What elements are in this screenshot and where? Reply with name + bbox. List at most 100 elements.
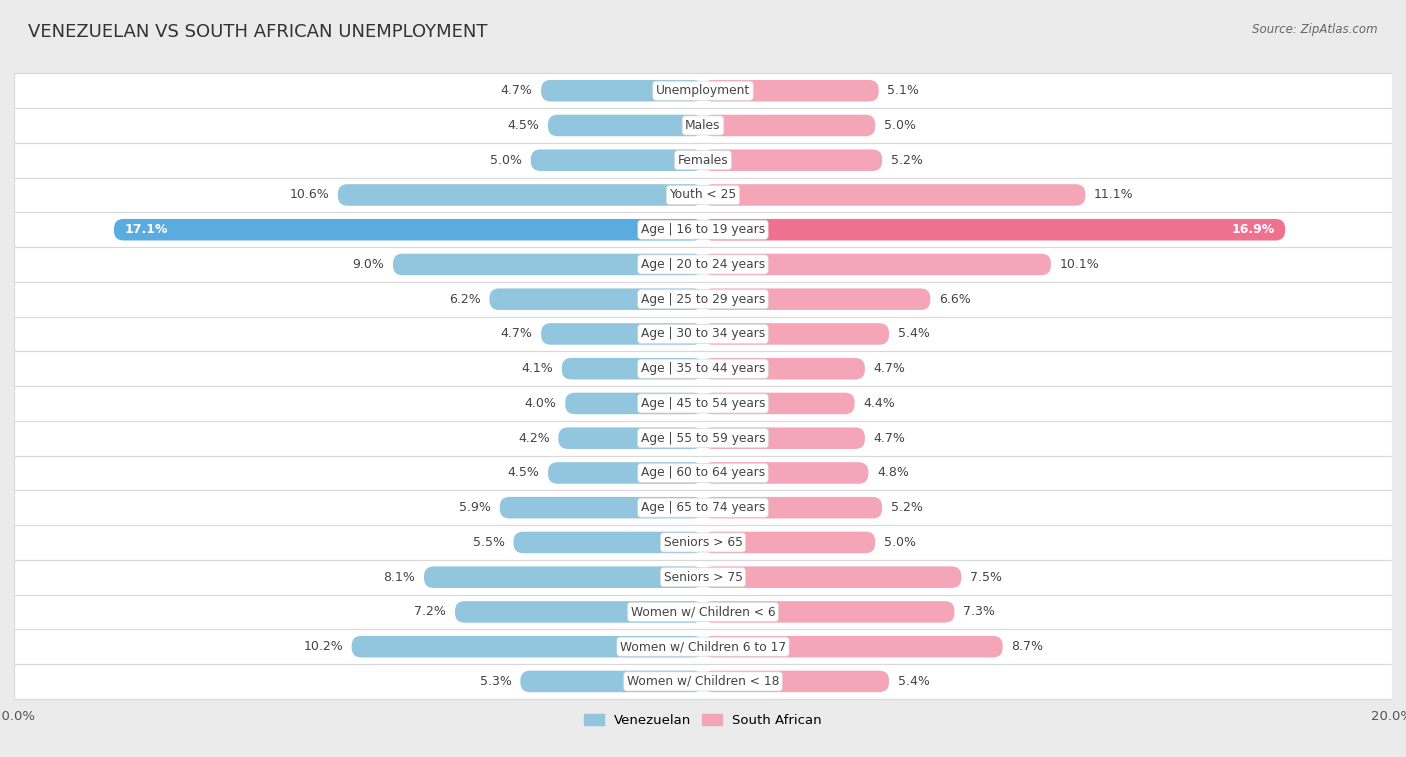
FancyBboxPatch shape — [489, 288, 703, 310]
Text: 4.7%: 4.7% — [873, 362, 905, 375]
FancyBboxPatch shape — [703, 497, 882, 519]
FancyBboxPatch shape — [352, 636, 703, 657]
FancyBboxPatch shape — [14, 525, 1392, 560]
Text: 4.7%: 4.7% — [501, 328, 533, 341]
Text: Age | 30 to 34 years: Age | 30 to 34 years — [641, 328, 765, 341]
Text: 4.8%: 4.8% — [877, 466, 908, 479]
Text: 5.4%: 5.4% — [897, 328, 929, 341]
Text: 7.2%: 7.2% — [415, 606, 446, 618]
Text: Age | 65 to 74 years: Age | 65 to 74 years — [641, 501, 765, 514]
FancyBboxPatch shape — [703, 115, 875, 136]
Legend: Venezuelan, South African: Venezuelan, South African — [579, 709, 827, 732]
Text: 5.3%: 5.3% — [479, 675, 512, 688]
Text: Age | 35 to 44 years: Age | 35 to 44 years — [641, 362, 765, 375]
FancyBboxPatch shape — [558, 428, 703, 449]
Text: 4.7%: 4.7% — [501, 84, 533, 97]
Text: Age | 60 to 64 years: Age | 60 to 64 years — [641, 466, 765, 479]
FancyBboxPatch shape — [703, 463, 869, 484]
FancyBboxPatch shape — [703, 254, 1050, 276]
Text: 5.0%: 5.0% — [884, 119, 915, 132]
FancyBboxPatch shape — [456, 601, 703, 623]
Text: Age | 16 to 19 years: Age | 16 to 19 years — [641, 223, 765, 236]
Text: Seniors > 65: Seniors > 65 — [664, 536, 742, 549]
Text: 7.5%: 7.5% — [970, 571, 1002, 584]
FancyBboxPatch shape — [14, 386, 1392, 421]
Text: Age | 25 to 29 years: Age | 25 to 29 years — [641, 293, 765, 306]
Text: 6.2%: 6.2% — [449, 293, 481, 306]
Text: 5.0%: 5.0% — [884, 536, 915, 549]
FancyBboxPatch shape — [548, 463, 703, 484]
Text: 10.2%: 10.2% — [304, 640, 343, 653]
Text: 4.1%: 4.1% — [522, 362, 553, 375]
FancyBboxPatch shape — [703, 149, 882, 171]
Text: Unemployment: Unemployment — [655, 84, 751, 97]
Text: Age | 45 to 54 years: Age | 45 to 54 years — [641, 397, 765, 410]
FancyBboxPatch shape — [565, 393, 703, 414]
FancyBboxPatch shape — [703, 80, 879, 101]
Text: 5.2%: 5.2% — [891, 154, 922, 167]
FancyBboxPatch shape — [392, 254, 703, 276]
Text: 4.0%: 4.0% — [524, 397, 557, 410]
FancyBboxPatch shape — [14, 491, 1392, 525]
FancyBboxPatch shape — [548, 115, 703, 136]
Text: 5.0%: 5.0% — [491, 154, 522, 167]
Text: Males: Males — [685, 119, 721, 132]
FancyBboxPatch shape — [531, 149, 703, 171]
Text: 10.1%: 10.1% — [1060, 258, 1099, 271]
FancyBboxPatch shape — [513, 531, 703, 553]
Text: 5.1%: 5.1% — [887, 84, 920, 97]
Text: 6.6%: 6.6% — [939, 293, 970, 306]
Text: Women w/ Children < 18: Women w/ Children < 18 — [627, 675, 779, 688]
Text: Age | 55 to 59 years: Age | 55 to 59 years — [641, 431, 765, 444]
FancyBboxPatch shape — [541, 323, 703, 344]
FancyBboxPatch shape — [703, 566, 962, 588]
Text: 4.7%: 4.7% — [873, 431, 905, 444]
FancyBboxPatch shape — [14, 143, 1392, 178]
Text: Women w/ Children 6 to 17: Women w/ Children 6 to 17 — [620, 640, 786, 653]
FancyBboxPatch shape — [703, 428, 865, 449]
FancyBboxPatch shape — [14, 594, 1392, 629]
FancyBboxPatch shape — [14, 351, 1392, 386]
FancyBboxPatch shape — [703, 323, 889, 344]
FancyBboxPatch shape — [703, 393, 855, 414]
Text: VENEZUELAN VS SOUTH AFRICAN UNEMPLOYMENT: VENEZUELAN VS SOUTH AFRICAN UNEMPLOYMENT — [28, 23, 488, 41]
FancyBboxPatch shape — [337, 184, 703, 206]
FancyBboxPatch shape — [14, 212, 1392, 247]
FancyBboxPatch shape — [14, 629, 1392, 664]
Text: Seniors > 75: Seniors > 75 — [664, 571, 742, 584]
FancyBboxPatch shape — [14, 178, 1392, 212]
FancyBboxPatch shape — [14, 560, 1392, 594]
FancyBboxPatch shape — [14, 456, 1392, 491]
FancyBboxPatch shape — [541, 80, 703, 101]
Text: Youth < 25: Youth < 25 — [669, 188, 737, 201]
Text: 10.6%: 10.6% — [290, 188, 329, 201]
FancyBboxPatch shape — [14, 421, 1392, 456]
Text: 4.2%: 4.2% — [517, 431, 550, 444]
FancyBboxPatch shape — [703, 531, 875, 553]
Text: 4.4%: 4.4% — [863, 397, 896, 410]
FancyBboxPatch shape — [499, 497, 703, 519]
FancyBboxPatch shape — [562, 358, 703, 379]
FancyBboxPatch shape — [703, 358, 865, 379]
FancyBboxPatch shape — [703, 601, 955, 623]
Text: 5.2%: 5.2% — [891, 501, 922, 514]
Text: 9.0%: 9.0% — [353, 258, 384, 271]
Text: 16.9%: 16.9% — [1232, 223, 1275, 236]
Text: Age | 20 to 24 years: Age | 20 to 24 years — [641, 258, 765, 271]
FancyBboxPatch shape — [14, 73, 1392, 108]
Text: Source: ZipAtlas.com: Source: ZipAtlas.com — [1253, 23, 1378, 36]
Text: 4.5%: 4.5% — [508, 466, 540, 479]
FancyBboxPatch shape — [703, 671, 889, 692]
FancyBboxPatch shape — [520, 671, 703, 692]
FancyBboxPatch shape — [703, 219, 1285, 241]
FancyBboxPatch shape — [14, 108, 1392, 143]
Text: Women w/ Children < 6: Women w/ Children < 6 — [631, 606, 775, 618]
Text: 5.5%: 5.5% — [472, 536, 505, 549]
FancyBboxPatch shape — [114, 219, 703, 241]
FancyBboxPatch shape — [14, 664, 1392, 699]
Text: Females: Females — [678, 154, 728, 167]
Text: 4.5%: 4.5% — [508, 119, 540, 132]
FancyBboxPatch shape — [14, 247, 1392, 282]
Text: 5.9%: 5.9% — [460, 501, 491, 514]
FancyBboxPatch shape — [703, 288, 931, 310]
